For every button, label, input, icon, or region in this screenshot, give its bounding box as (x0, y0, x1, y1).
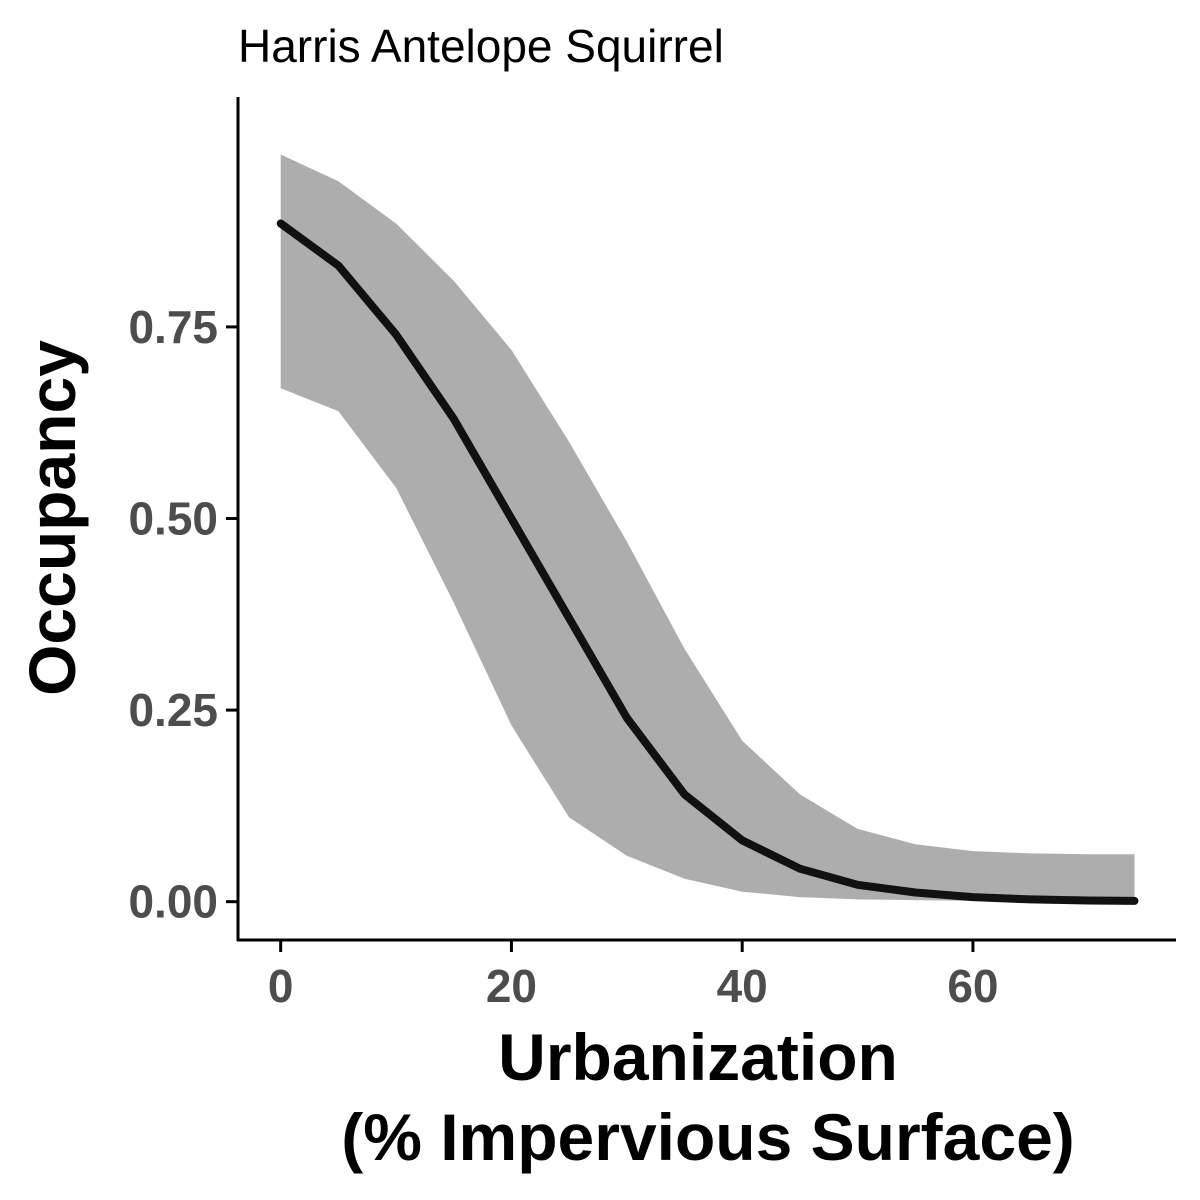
x-axis-title-line-2: (% Impervious Surface) (341, 1100, 1075, 1174)
x-tick-label: 40 (717, 960, 768, 1012)
confidence-ribbon-layer (280, 154, 1135, 902)
chart-title: Harris Antelope Squirrel (238, 20, 724, 72)
y-tick-label: 0.00 (128, 876, 218, 928)
x-ticks: 0 20 40 60 (268, 940, 999, 1012)
x-tick-label: 0 (268, 960, 294, 1012)
x-tick-label: 20 (486, 960, 537, 1012)
x-tick-label: 60 (947, 960, 998, 1012)
y-tick-label: 0.25 (128, 684, 218, 736)
y-tick-label: 0.75 (128, 301, 218, 353)
confidence-ribbon (280, 154, 1135, 902)
y-axis-title: Occupancy (15, 340, 89, 696)
occupancy-line (276, 219, 1139, 905)
y-tick-label: 0.50 (128, 493, 218, 545)
y-ticks: 0.00 0.25 0.50 0.75 (128, 301, 238, 928)
occupancy-line-layer (276, 219, 1139, 905)
x-axis-title-line-1: Urbanization (498, 1020, 898, 1094)
